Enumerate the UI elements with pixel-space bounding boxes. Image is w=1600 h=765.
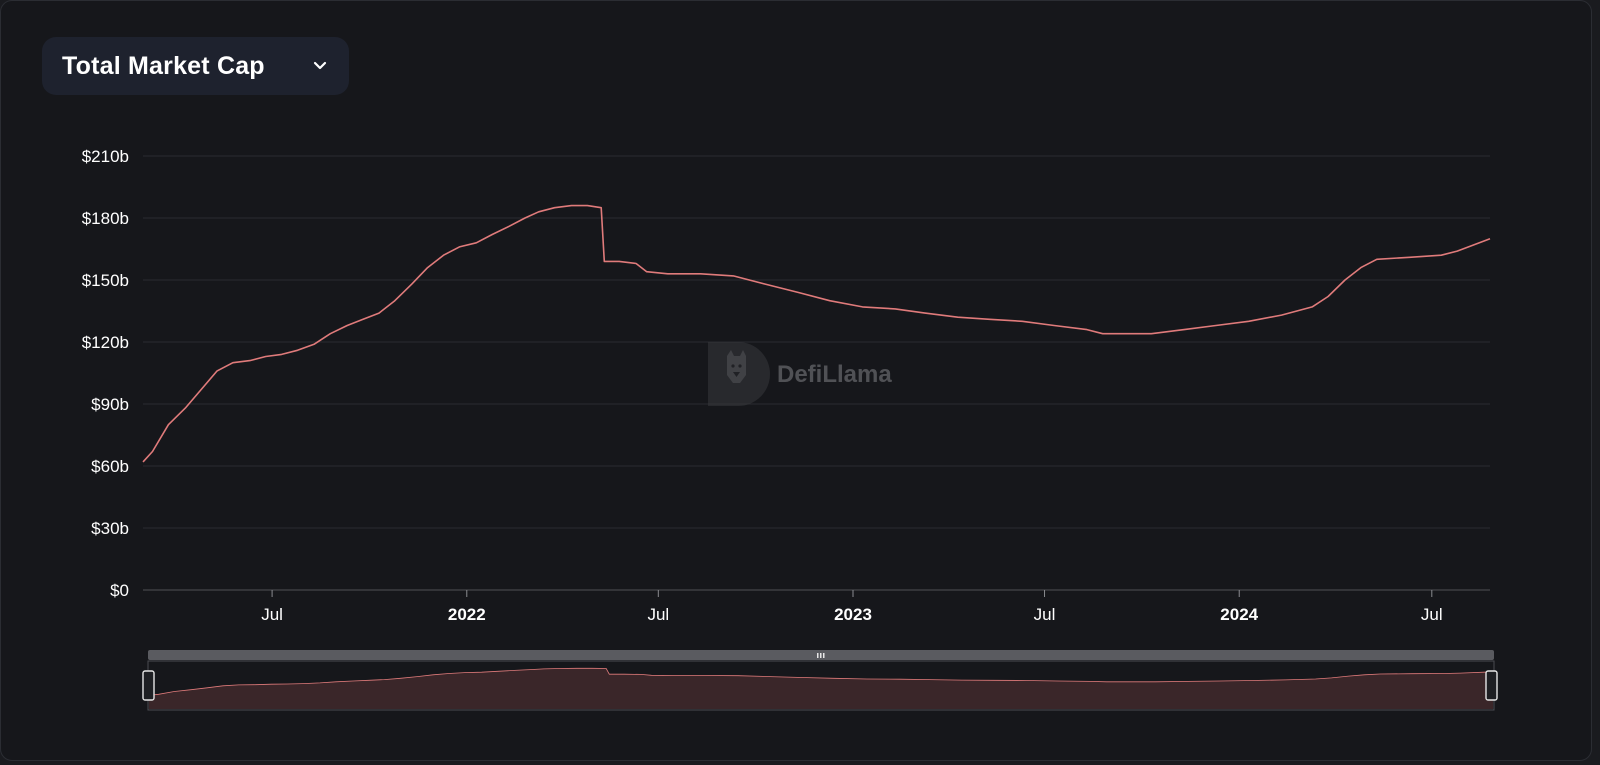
x-tick-label: Jul [1421, 605, 1443, 624]
x-axis: Jul 2022 Jul 2023 Jul 2024 Jul [261, 590, 1443, 624]
watermark-text: DefiLlama [777, 361, 892, 388]
grid-lines [143, 155, 1490, 591]
x-tick-label: Jul [1034, 605, 1056, 624]
zoom-preview-area [149, 668, 1493, 709]
x-tick-label: 2022 [448, 605, 486, 624]
x-tick-label: Jul [647, 605, 669, 624]
zoom-handle-right[interactable] [1485, 670, 1498, 701]
llama-logo-icon [708, 342, 770, 406]
y-axis-labels: $0 $30b $60b $90b $120b $150b $180b $210b [82, 147, 129, 600]
chevron-down-icon [313, 61, 327, 70]
zoom-handle-left[interactable] [142, 670, 155, 701]
zoom-preview-line [148, 667, 1494, 696]
y-tick-label: $150b [82, 271, 129, 290]
zoom-slider[interactable] [142, 650, 1498, 711]
y-tick-label: $210b [82, 147, 129, 166]
x-tick-label: 2023 [834, 605, 872, 624]
y-tick-label: $90b [91, 395, 129, 414]
metric-selector-label: Total Market Cap [62, 51, 265, 80]
metric-selector[interactable]: Total Market Cap [42, 37, 349, 95]
x-tick-label: 2024 [1220, 605, 1258, 624]
watermark: DefiLlama [708, 342, 892, 406]
y-tick-label: $60b [91, 457, 129, 476]
y-tick-label: $0 [110, 581, 129, 600]
x-tick-label: Jul [261, 605, 283, 624]
y-tick-label: $120b [82, 333, 129, 352]
y-tick-label: $30b [91, 519, 129, 538]
y-tick-label: $180b [82, 209, 129, 228]
zoom-grip-icon [817, 653, 825, 658]
series-line [142, 204, 1491, 463]
